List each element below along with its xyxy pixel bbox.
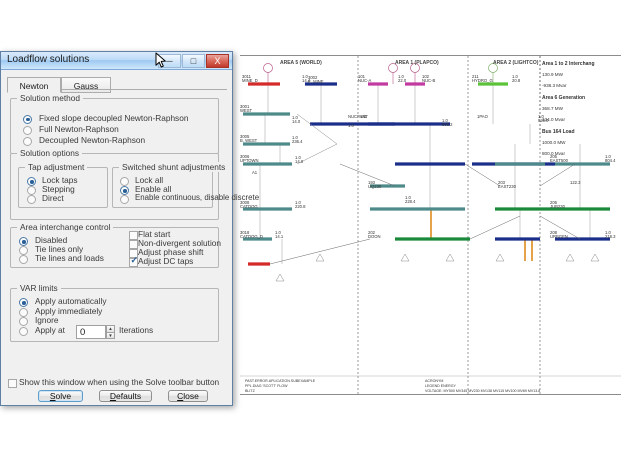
svg-text:B. WEST: B. WEST bbox=[240, 138, 258, 143]
svg-text:EAST230: EAST230 bbox=[498, 184, 517, 189]
svg-text:130.9 MW: 130.9 MW bbox=[542, 72, 564, 77]
svg-text:CATDOG: CATDOG bbox=[240, 204, 258, 209]
svg-text:ACRONYM: ACRONYM bbox=[425, 379, 443, 383]
svg-text:1.0: 1.0 bbox=[348, 123, 354, 128]
svg-text:JUB230: JUB230 bbox=[550, 204, 566, 209]
svg-text:WEST: WEST bbox=[240, 108, 253, 113]
svg-text:URBGEN: URBGEN bbox=[550, 234, 568, 239]
svg-text:808.2: 808.2 bbox=[442, 122, 453, 127]
svg-text:1000.0 MW: 1000.0 MW bbox=[542, 140, 566, 145]
svg-text:NUC-B: NUC-B bbox=[422, 78, 435, 83]
svg-text:Area 6 Generation: Area 6 Generation bbox=[542, 95, 585, 101]
svg-text:Area 1 to 2 Interchang: Area 1 to 2 Interchang bbox=[542, 61, 595, 67]
svg-text:220.8: 220.8 bbox=[295, 204, 306, 209]
svg-text:804.4: 804.4 bbox=[605, 158, 616, 163]
svg-text:368.7 MW: 368.7 MW bbox=[542, 106, 564, 111]
svg-text:E. MINE: E. MINE bbox=[308, 79, 324, 84]
svg-text:218.3: 218.3 bbox=[605, 234, 616, 239]
svg-text:NUC-A: NUC-A bbox=[358, 78, 371, 83]
svg-text:-938.3 Mvar: -938.3 Mvar bbox=[542, 83, 567, 88]
svg-text:20.8: 20.8 bbox=[512, 78, 521, 83]
svg-text:AREA 5 (WORLD): AREA 5 (WORLD) bbox=[280, 60, 322, 66]
svg-text:UQ230: UQ230 bbox=[368, 184, 382, 189]
svg-text:LEGEND ENERGY: LEGEND ENERGY bbox=[425, 384, 457, 388]
svg-text:PPL.DIAG 'SCOTT' FLOW: PPL.DIAG 'SCOTT' FLOW bbox=[245, 384, 288, 388]
svg-text:CATDOG_D: CATDOG_D bbox=[240, 234, 263, 239]
svg-text:122.3: 122.3 bbox=[570, 180, 581, 185]
svg-text:14.0: 14.0 bbox=[295, 159, 304, 164]
svg-text:Bus 164 Load: Bus 164 Load bbox=[542, 129, 575, 135]
svg-text:BLITZ: BLITZ bbox=[245, 389, 256, 393]
svg-text:PAST.ERROR.APLICATION.SUBEXAMP: PAST.ERROR.APLICATION.SUBEXAMPLE bbox=[245, 379, 316, 383]
svg-text:800.0 Mvar: 800.0 Mvar bbox=[542, 151, 565, 156]
svg-text:VOLTAGE: MY500 MV345 MV230 MV1: VOLTAGE: MY500 MV345 MV230 MV138 MV115 M… bbox=[425, 389, 540, 393]
svg-text:EAST500: EAST500 bbox=[550, 158, 569, 163]
svg-text:181: 181 bbox=[360, 114, 368, 119]
svg-text:AREA 1 (PLAPCO): AREA 1 (PLAPCO) bbox=[395, 60, 439, 66]
svg-text:A1: A1 bbox=[252, 170, 258, 175]
svg-text:1PAO: 1PAO bbox=[477, 114, 489, 119]
svg-text:HYDRO_G: HYDRO_G bbox=[472, 78, 493, 83]
svg-text:AREA 2 (LIGHTCO): AREA 2 (LIGHTCO) bbox=[493, 60, 539, 66]
svg-text:14.0: 14.0 bbox=[292, 119, 301, 124]
svg-text:14.1: 14.1 bbox=[275, 234, 284, 239]
svg-text:134.0 Mvar: 134.0 Mvar bbox=[542, 117, 565, 122]
svg-text:236.4: 236.4 bbox=[292, 139, 303, 144]
svg-text:MINE_D: MINE_D bbox=[242, 78, 258, 83]
svg-text:228.4: 228.4 bbox=[405, 199, 416, 204]
svg-text:22.0: 22.0 bbox=[398, 78, 407, 83]
svg-text:DOON: DOON bbox=[368, 234, 381, 239]
svg-text:UPTOWN: UPTOWN bbox=[240, 158, 259, 163]
